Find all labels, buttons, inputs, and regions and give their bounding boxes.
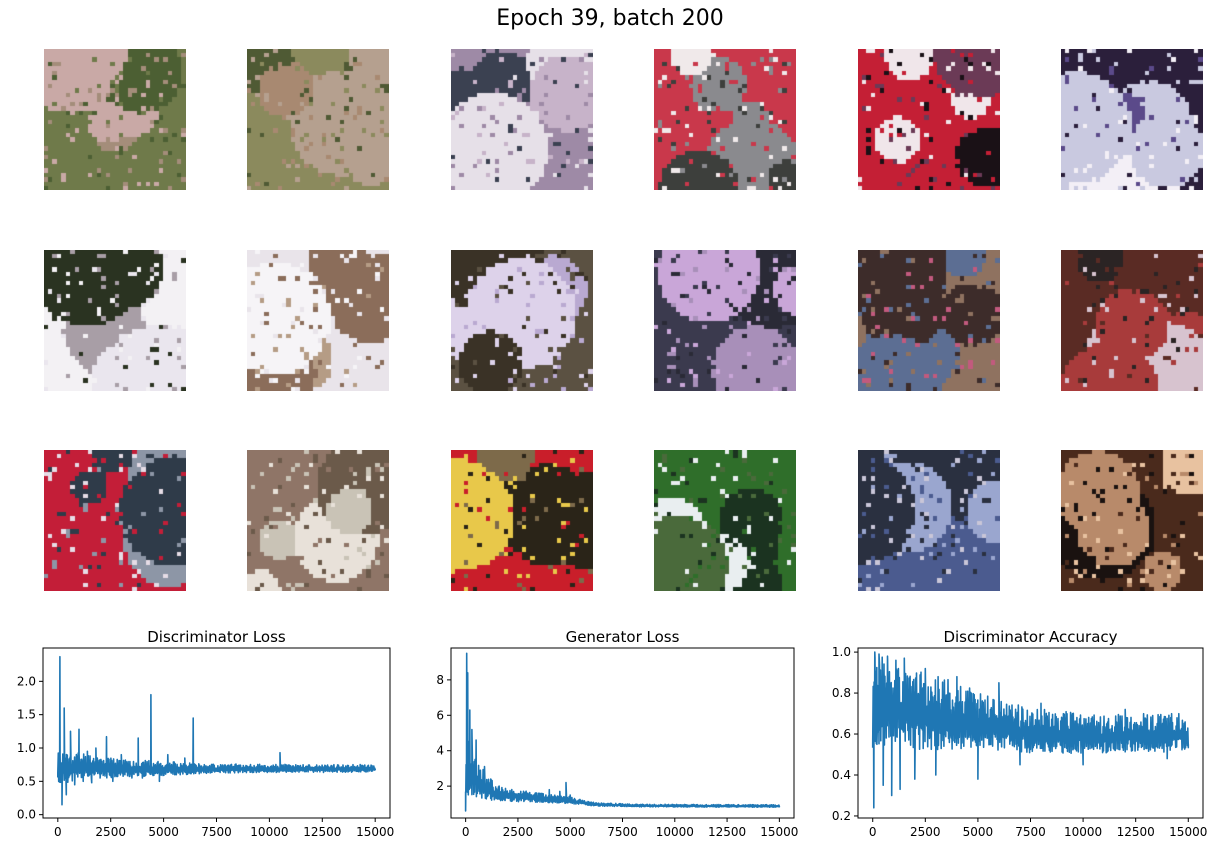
x-tick-label: 2500 (95, 825, 126, 839)
discriminator-loss-title: Discriminator Loss (147, 628, 286, 646)
x-tick-label: 15000 (1169, 825, 1207, 839)
x-tick-label: 0 (462, 825, 470, 839)
generated-samples-grid (44, 49, 1203, 591)
x-tick-label: 10000 (250, 825, 288, 839)
sample-image-r1c6 (1061, 49, 1203, 190)
sample-image-r3c3 (451, 450, 593, 591)
x-tick-label: 5000 (555, 825, 586, 839)
discriminator-loss-axes-frame (42, 647, 391, 819)
x-tick-label: 5000 (148, 825, 179, 839)
generator-loss-chart: Generator Loss 0 2500 5000 7500 10000 12500 150… (436, 628, 798, 839)
x-tick-label: 0 (869, 825, 877, 839)
y-tick-label: 0.8 (832, 686, 851, 700)
y-tick-label: 1.0 (17, 741, 36, 755)
sample-image-r2c3 (451, 250, 593, 391)
x-tick-label: 10000 (1064, 825, 1102, 839)
x-tick-label: 5000 (963, 825, 994, 839)
y-tick-label: 1.0 (832, 645, 851, 659)
sample-image-r3c5 (858, 450, 1000, 591)
generator-loss-series-line (464, 652, 781, 812)
sample-image-r1c5 (858, 49, 1000, 190)
y-tick-label: 0.2 (832, 809, 851, 823)
discriminator-accuracy-chart: Discriminator Accuracy 0 2500 5000 7500 10000… (832, 628, 1207, 839)
y-tick-label: 1.5 (17, 708, 36, 722)
y-tick-label: 6 (436, 708, 444, 722)
x-tick-label: 2500 (910, 825, 941, 839)
figure-title: Epoch 39, batch 200 (496, 6, 724, 31)
sample-image-r3c2 (247, 450, 389, 591)
x-tick-label: 0 (54, 825, 62, 839)
x-tick-label: 7500 (607, 825, 638, 839)
x-tick-label: 10000 (656, 825, 694, 839)
sample-image-r2c5 (858, 250, 1000, 391)
discriminator-accuracy-series-line (871, 651, 1190, 809)
x-tick-label: 12500 (708, 825, 746, 839)
generator-loss-title: Generator Loss (566, 628, 680, 646)
sample-image-r3c4 (654, 450, 796, 591)
sample-image-r1c1 (44, 49, 186, 190)
sample-image-r2c1 (44, 250, 186, 391)
discriminator-loss-series-line (57, 655, 376, 806)
y-tick-label: 0.4 (832, 768, 851, 782)
discriminator-accuracy-title: Discriminator Accuracy (943, 628, 1117, 646)
x-tick-label: 15000 (760, 825, 798, 839)
sample-image-r2c6 (1061, 250, 1203, 391)
x-tick-label: 7500 (1015, 825, 1046, 839)
y-tick-label: 0.0 (17, 808, 36, 822)
y-tick-label: 2 (436, 779, 444, 793)
x-tick-label: 12500 (1117, 825, 1155, 839)
sample-image-r1c3 (451, 49, 593, 190)
sample-image-r1c4 (654, 49, 796, 190)
y-tick-label: 0.6 (832, 727, 851, 741)
discriminator-loss-chart: Discriminator Loss 0 2500 5000 7500 10000 1250… (17, 628, 394, 839)
sample-image-r2c4 (654, 250, 796, 391)
x-tick-label: 7500 (201, 825, 232, 839)
x-tick-label: 15000 (356, 825, 394, 839)
x-tick-label: 2500 (503, 825, 534, 839)
y-tick-label: 4 (436, 744, 444, 758)
sample-image-r3c1 (44, 450, 186, 591)
sample-image-r3c6 (1061, 450, 1203, 591)
sample-image-r2c2 (247, 250, 389, 391)
y-tick-label: 8 (436, 673, 444, 687)
y-tick-label: 0.5 (17, 774, 36, 788)
x-tick-label: 12500 (303, 825, 341, 839)
y-tick-label: 2.0 (17, 674, 36, 688)
sample-image-r1c2 (247, 49, 389, 190)
